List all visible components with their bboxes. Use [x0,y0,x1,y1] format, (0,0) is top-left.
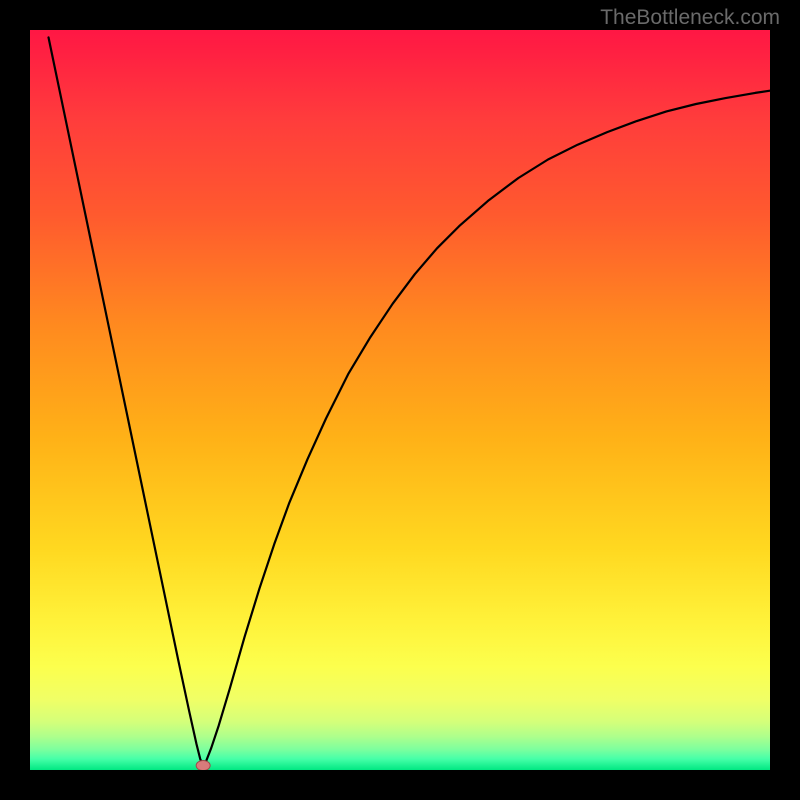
minimum-marker [196,761,210,770]
chart-container: TheBottleneck.com [0,0,800,800]
gradient-background [30,30,770,770]
plot-area [30,30,770,770]
watermark-text: TheBottleneck.com [600,6,780,30]
chart-svg [30,30,770,770]
